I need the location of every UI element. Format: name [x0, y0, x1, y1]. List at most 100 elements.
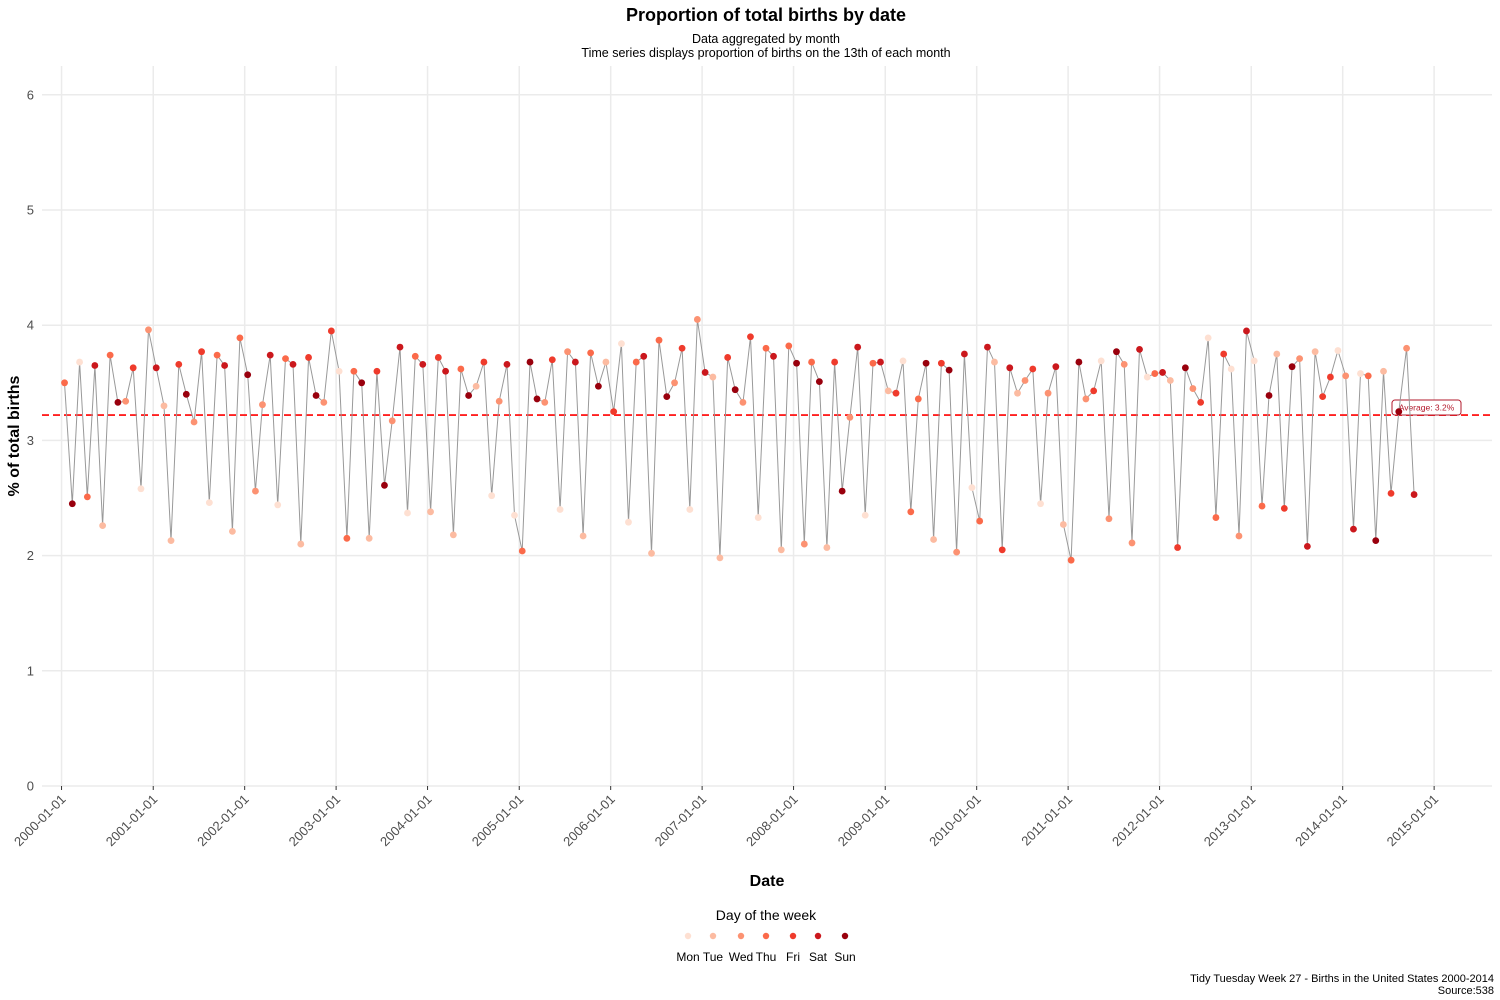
- data-point: [1410, 491, 1418, 498]
- data-point: [1136, 345, 1143, 353]
- data-point: [343, 534, 351, 542]
- data-point: [808, 358, 815, 366]
- data-point: [533, 395, 541, 403]
- data-point: [1143, 373, 1151, 381]
- x-tick-label: 2008-01-01: [743, 792, 801, 850]
- data-point: [831, 358, 839, 366]
- legend-label-sat: Sat: [808, 950, 827, 964]
- data-point: [1342, 372, 1350, 380]
- legend-key-mon: [684, 932, 692, 940]
- x-tick-label: 2015-01-01: [1384, 792, 1442, 850]
- data-point: [640, 352, 648, 360]
- y-tick-label: 0: [27, 779, 34, 794]
- legend-key-wed: [737, 932, 745, 940]
- legend-label-tue: Tue: [702, 950, 724, 964]
- data-point: [602, 358, 610, 366]
- data-point: [884, 387, 892, 395]
- data-point: [1151, 370, 1159, 377]
- data-point: [503, 360, 511, 368]
- x-tick-label: 2004-01-01: [377, 792, 435, 850]
- data-point: [846, 413, 854, 421]
- x-tick-label: 2014-01-01: [1292, 792, 1350, 850]
- data-point: [259, 401, 266, 409]
- data-point: [1197, 398, 1205, 406]
- data-point: [1296, 355, 1304, 363]
- data-point: [984, 343, 991, 351]
- data-point: [160, 402, 168, 410]
- x-tick-label: 2006-01-01: [560, 792, 618, 850]
- data-point: [671, 379, 678, 387]
- data-point: [465, 392, 473, 399]
- data-point: [449, 531, 457, 539]
- data-point: [701, 369, 709, 376]
- data-point: [618, 340, 625, 348]
- chart-subtitle-1: Data aggregated by month: [691, 32, 841, 46]
- data-point: [381, 481, 388, 489]
- y-tick-label: 6: [27, 87, 34, 102]
- data-point: [1090, 387, 1098, 395]
- grid: [42, 66, 1492, 787]
- data-point: [1212, 514, 1220, 521]
- data-point: [457, 365, 465, 373]
- data-point: [419, 360, 427, 368]
- data-point: [869, 359, 877, 367]
- data-point: [1303, 542, 1311, 550]
- legend-key-thu: [762, 932, 770, 940]
- data-point: [320, 398, 328, 406]
- chart-title: Proportion of total births by date: [626, 5, 906, 25]
- data-point: [312, 392, 320, 399]
- data-point: [945, 366, 953, 374]
- data-point: [1174, 544, 1181, 551]
- x-tick-label: 2000-01-01: [11, 792, 69, 850]
- data-point: [518, 547, 526, 555]
- data-point: [686, 506, 694, 513]
- data-point: [1189, 385, 1197, 392]
- data-point: [548, 356, 556, 364]
- y-tick-label: 3: [27, 433, 34, 448]
- data-point: [1075, 358, 1083, 366]
- data-point: [1403, 344, 1410, 352]
- data-point: [854, 343, 862, 351]
- data-point: [838, 487, 846, 495]
- series-line-group: [64, 319, 1415, 561]
- legend-keys: [684, 932, 849, 940]
- data-point: [877, 358, 884, 366]
- data-point: [221, 362, 229, 369]
- data-point: [961, 350, 968, 358]
- data-point: [693, 316, 701, 323]
- data-point: [289, 360, 297, 368]
- data-point: [777, 546, 785, 554]
- data-point: [892, 389, 900, 397]
- data-point: [930, 536, 937, 543]
- data-point: [511, 511, 518, 519]
- data-point: [937, 359, 945, 367]
- data-point: [724, 354, 732, 361]
- data-point: [762, 344, 770, 352]
- data-point: [1357, 370, 1364, 377]
- data-point: [587, 349, 595, 357]
- data-point: [396, 343, 404, 351]
- x-tick-label: 2001-01-01: [103, 792, 161, 850]
- data-point: [1021, 377, 1029, 384]
- x-axis-label: Date: [750, 873, 785, 890]
- y-tick-label: 2: [27, 548, 34, 563]
- data-point: [1059, 521, 1067, 528]
- legend-key-tue: [709, 932, 717, 940]
- data-point: [68, 500, 76, 508]
- data-point: [976, 517, 984, 525]
- legend-key-sat: [814, 932, 822, 940]
- x-axis-ticks: 2000-01-01 2001-01-01 2002-01-01 2003-01-01…: [11, 786, 1441, 849]
- data-point: [1319, 393, 1327, 401]
- data-point: [205, 499, 213, 507]
- data-point: [793, 359, 800, 367]
- data-point: [754, 514, 762, 521]
- y-tick-label: 1: [27, 663, 34, 678]
- y-axis-label: % of total births: [6, 375, 23, 496]
- data-point: [190, 418, 198, 426]
- data-point: [968, 484, 976, 492]
- data-point: [1014, 389, 1021, 397]
- data-point: [610, 408, 618, 415]
- x-tick-label: 2013-01-01: [1201, 792, 1259, 850]
- data-point: [137, 485, 145, 493]
